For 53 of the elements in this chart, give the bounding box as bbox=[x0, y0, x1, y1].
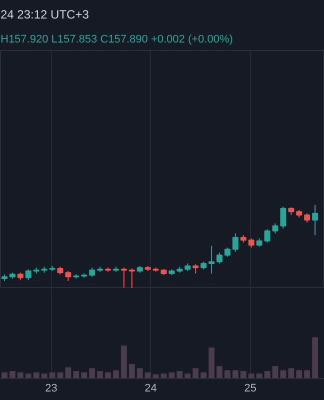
bar bbox=[280, 370, 286, 378]
candlestick bbox=[304, 212, 310, 224]
candlestick bbox=[65, 270, 72, 282]
bar bbox=[232, 370, 238, 378]
x-tick-label: 25 bbox=[244, 382, 256, 394]
bar bbox=[200, 372, 207, 378]
candlestick bbox=[128, 268, 135, 288]
bar bbox=[144, 372, 151, 378]
candlestick bbox=[224, 247, 230, 258]
bar bbox=[2, 372, 8, 378]
bar bbox=[89, 368, 96, 378]
candlestick bbox=[272, 222, 278, 234]
bar bbox=[192, 368, 199, 378]
bar bbox=[17, 372, 24, 378]
bar bbox=[105, 372, 111, 378]
bar bbox=[65, 367, 72, 378]
candlestick bbox=[89, 267, 96, 278]
bar bbox=[240, 371, 246, 378]
x-tick-label: 24 bbox=[144, 382, 157, 394]
bar bbox=[73, 371, 80, 378]
chart-subtitle: H157.920 L157.853 C157.890 +0.002 (+0.00%) bbox=[0, 34, 233, 46]
bar bbox=[288, 368, 294, 378]
bar bbox=[128, 364, 135, 378]
bar bbox=[184, 374, 191, 378]
bar bbox=[81, 372, 88, 378]
bar bbox=[312, 337, 318, 378]
bar bbox=[216, 366, 222, 378]
candlestick bbox=[232, 232, 238, 252]
bar bbox=[304, 370, 310, 378]
candlestick bbox=[208, 245, 215, 274]
bar bbox=[120, 345, 127, 378]
candlestick bbox=[192, 264, 199, 274]
x-tick-label: 23 bbox=[45, 382, 58, 394]
bar bbox=[248, 374, 254, 378]
bar bbox=[113, 370, 119, 378]
candlestick bbox=[264, 228, 270, 244]
candlestick bbox=[216, 252, 222, 264]
bar bbox=[97, 371, 103, 378]
candlestick bbox=[248, 238, 254, 248]
bar bbox=[33, 372, 40, 378]
candlestick bbox=[312, 204, 318, 236]
bar bbox=[208, 348, 214, 378]
candlestick bbox=[25, 268, 32, 281]
bar bbox=[224, 370, 230, 378]
bar bbox=[296, 370, 302, 378]
bar bbox=[10, 371, 16, 378]
bar bbox=[25, 374, 32, 378]
bar bbox=[176, 371, 183, 378]
chart-title: 24 23:12 UTC+3 bbox=[0, 8, 90, 22]
candlestick bbox=[120, 267, 127, 288]
bar bbox=[136, 368, 143, 378]
candlestick bbox=[280, 206, 286, 229]
bar bbox=[272, 366, 278, 378]
